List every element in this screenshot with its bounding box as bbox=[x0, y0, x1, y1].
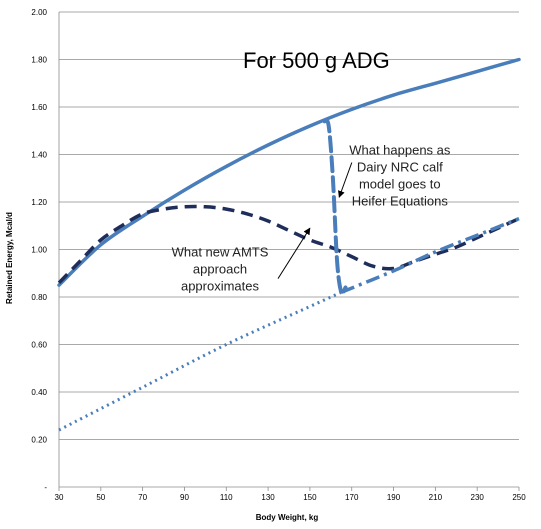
y-tick-label: 0.60 bbox=[31, 341, 47, 350]
x-tick-label: 250 bbox=[512, 493, 526, 502]
x-tick-label: 170 bbox=[345, 493, 359, 502]
y-tick-label: 0.20 bbox=[31, 436, 47, 445]
y-tick-label: 1.80 bbox=[31, 56, 47, 65]
y-tick-label: 1.40 bbox=[31, 151, 47, 160]
annotation-text: model goes to bbox=[359, 177, 441, 192]
annotation-text: approach bbox=[193, 262, 247, 277]
series-line-dot bbox=[58, 290, 342, 432]
annotation-text: approximates bbox=[181, 279, 260, 294]
chart-title: For 500 g ADG bbox=[243, 48, 390, 73]
x-tick-labels: 30 50 70 90 110 130 150 170 190 210 230 250 bbox=[55, 493, 527, 502]
x-tick-label: 230 bbox=[471, 493, 485, 502]
annotations: What happens as Dairy NRC calf model goes … bbox=[172, 143, 451, 294]
y-tick-label: - bbox=[44, 483, 47, 492]
x-tick-label: 110 bbox=[220, 493, 233, 502]
x-tick-label: 190 bbox=[387, 493, 401, 502]
x-axis-label: Body Weight, kg bbox=[256, 513, 319, 522]
x-tick-label: 130 bbox=[261, 493, 275, 502]
y-tick-label: 1.00 bbox=[31, 246, 47, 255]
series-line-longdash bbox=[322, 118, 348, 296]
annotation-arrow bbox=[338, 162, 353, 198]
x-tick-label: 70 bbox=[138, 493, 147, 502]
y-tick-label: 1.60 bbox=[31, 103, 47, 112]
annotation-text: What happens as bbox=[349, 143, 451, 158]
y-tick-label: 1.20 bbox=[31, 198, 47, 207]
y-axis-label: Retained Energy, Mcal/d bbox=[5, 212, 14, 304]
series-line-solid bbox=[57, 57, 521, 287]
y-tick-labels: - 0.20 0.40 0.60 0.80 1.00 1.20 1.40 1.60 1.80 2.0… bbox=[31, 8, 47, 492]
annotation-arrow bbox=[277, 227, 311, 279]
x-tick-label: 50 bbox=[96, 493, 105, 502]
x-tick-label: 30 bbox=[55, 493, 64, 502]
series-line-dash bbox=[57, 204, 520, 285]
axes bbox=[58, 12, 520, 491]
annotation-text: Heifer Equations bbox=[352, 194, 449, 209]
x-tick-label: 90 bbox=[180, 493, 189, 502]
x-tick-label: 150 bbox=[303, 493, 317, 502]
series-line-dashdot bbox=[340, 216, 520, 294]
y-tick-label: 0.40 bbox=[31, 388, 47, 397]
annotation-text: What new AMTS bbox=[172, 245, 269, 260]
annotation-text: Dairy NRC calf bbox=[357, 160, 443, 175]
y-tick-label: 2.00 bbox=[31, 8, 47, 17]
y-tick-label: 0.80 bbox=[31, 293, 47, 302]
x-tick-label: 210 bbox=[429, 493, 443, 502]
series-lines bbox=[57, 57, 521, 432]
